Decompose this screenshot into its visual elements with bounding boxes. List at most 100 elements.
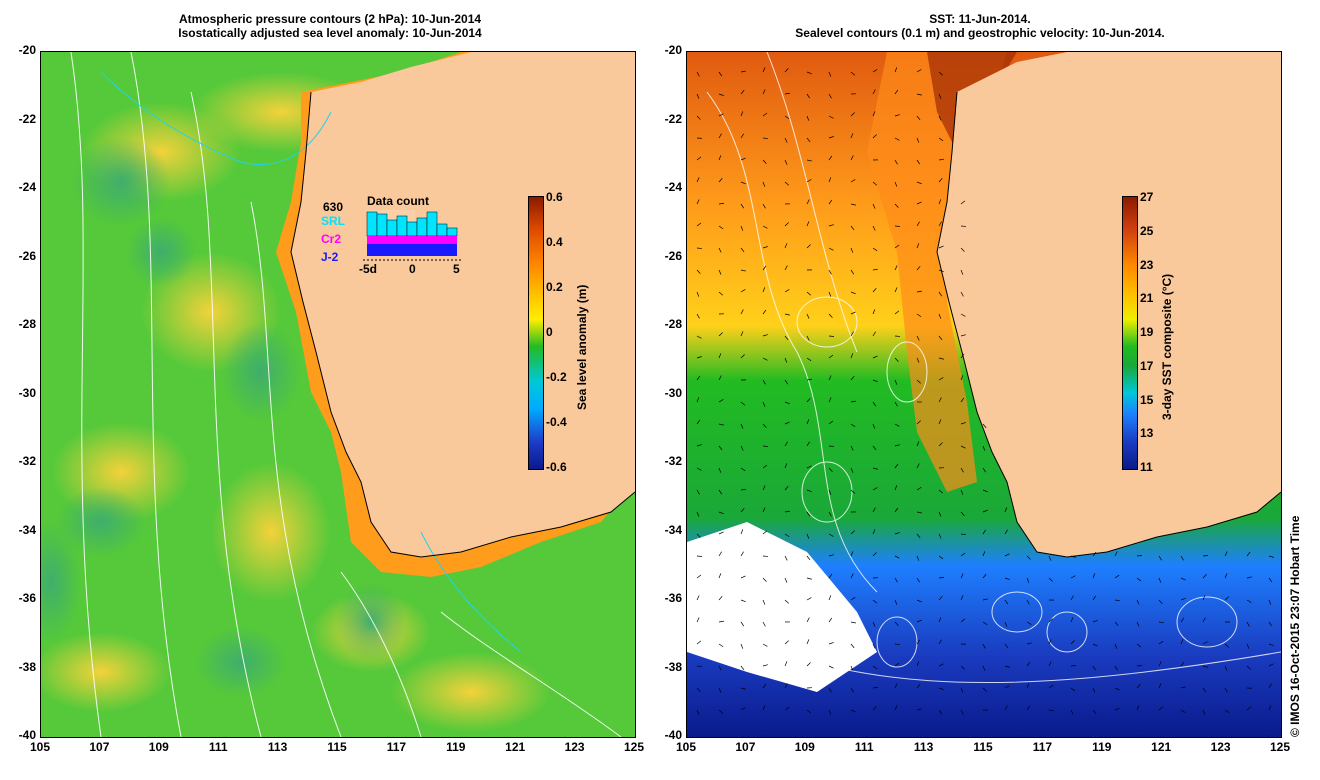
velocity-arrow bbox=[740, 687, 746, 690]
velocity-arrow bbox=[718, 467, 722, 473]
left-title-line2: Isostatically adjusted sea level anomaly… bbox=[178, 26, 482, 40]
velocity-arrow bbox=[828, 617, 833, 623]
velocity-arrow bbox=[1092, 687, 1096, 693]
velocity-arrow bbox=[1114, 707, 1120, 711]
velocity-arrow bbox=[894, 225, 901, 227]
velocity-arrow bbox=[828, 687, 832, 693]
velocity-arrow bbox=[762, 137, 769, 139]
velocity-arrow bbox=[696, 533, 701, 538]
left-sla-map[interactable]: Data count 630 SRL Cr2 J-2 -5d 0 5 bbox=[40, 51, 636, 738]
velocity-arrow bbox=[1114, 621, 1119, 627]
velocity-arrow bbox=[894, 357, 899, 362]
velocity-arrow bbox=[1202, 641, 1208, 645]
colorbar-tick: 11 bbox=[1140, 460, 1153, 474]
velocity-arrow bbox=[916, 487, 922, 491]
velocity-arrow bbox=[806, 662, 811, 667]
velocity-arrow bbox=[1026, 705, 1031, 711]
velocity-arrow bbox=[696, 489, 700, 495]
right-x-tick: 113 bbox=[913, 740, 934, 754]
velocity-arrow bbox=[718, 551, 722, 557]
velocity-arrow bbox=[916, 201, 922, 205]
velocity-arrow bbox=[696, 199, 700, 205]
velocity-arrow bbox=[784, 265, 788, 271]
data-count-title: Data count bbox=[367, 194, 430, 208]
velocity-arrow bbox=[1004, 705, 1008, 711]
velocity-arrow bbox=[718, 489, 723, 495]
velocity-arrow bbox=[894, 265, 898, 271]
velocity-arrow bbox=[696, 177, 700, 183]
velocity-arrow bbox=[762, 181, 766, 187]
sst-colorbar bbox=[1122, 196, 1138, 470]
velocity-arrow bbox=[828, 467, 833, 472]
right-x-tick: 107 bbox=[735, 740, 756, 754]
velocity-arrow bbox=[718, 332, 723, 337]
velocity-arrow bbox=[938, 511, 942, 517]
velocity-arrow bbox=[982, 598, 988, 601]
velocity-arrow bbox=[982, 643, 986, 649]
velocity-arrow bbox=[916, 313, 922, 318]
velocity-arrow bbox=[762, 445, 769, 447]
velocity-arrow bbox=[806, 709, 812, 714]
velocity-arrow bbox=[740, 111, 744, 117]
velocity-arrow bbox=[740, 621, 745, 627]
velocity-arrow bbox=[806, 441, 810, 447]
velocity-arrow bbox=[762, 705, 766, 711]
velocity-arrow bbox=[1114, 665, 1118, 671]
colorbar-tick: -0.6 bbox=[546, 460, 567, 474]
velocity-arrow bbox=[1268, 705, 1272, 711]
velocity-arrow bbox=[1070, 709, 1074, 715]
velocity-arrow bbox=[762, 334, 768, 337]
velocity-arrow bbox=[938, 397, 942, 403]
velocity-arrow bbox=[850, 597, 856, 601]
velocity-arrow bbox=[806, 221, 810, 227]
left-title-line1: Atmospheric pressure contours (2 hPa): 1… bbox=[178, 12, 482, 26]
velocity-arrow bbox=[740, 643, 744, 649]
velocity-arrow bbox=[982, 445, 986, 451]
left-y-tick: -36 bbox=[18, 591, 36, 605]
velocity-arrow bbox=[740, 181, 746, 185]
left-y-tick: -30 bbox=[18, 385, 36, 400]
velocity-arrow bbox=[696, 247, 703, 249]
velocity-arrow bbox=[828, 71, 832, 77]
velocity-arrow bbox=[784, 401, 790, 405]
velocity-arrow bbox=[850, 179, 856, 183]
velocity-arrow bbox=[894, 621, 899, 626]
velocity-arrow bbox=[828, 93, 832, 99]
velocity-arrow bbox=[850, 665, 854, 671]
velocity-arrow bbox=[894, 643, 901, 646]
velocity-arrow bbox=[1224, 709, 1230, 713]
velocity-arrow bbox=[872, 288, 877, 293]
colorbar-tick: 0 bbox=[546, 325, 553, 339]
velocity-arrow bbox=[718, 687, 722, 693]
left-x-tick: 109 bbox=[148, 740, 169, 754]
velocity-arrow bbox=[850, 225, 855, 231]
right-x-tick: 115 bbox=[973, 740, 993, 754]
right-sst-map[interactable] bbox=[686, 51, 1282, 738]
velocity-arrow bbox=[1004, 507, 1008, 513]
colorbar-tick: 21 bbox=[1140, 291, 1154, 306]
velocity-arrow bbox=[1246, 551, 1251, 557]
velocity-arrow bbox=[1158, 621, 1164, 624]
velocity-arrow bbox=[784, 441, 788, 447]
velocity-arrow bbox=[828, 354, 834, 359]
velocity-arrow bbox=[696, 222, 702, 227]
velocity-arrow bbox=[1136, 643, 1142, 648]
velocity-arrow bbox=[1004, 643, 1009, 649]
inset-axis-right: 5 bbox=[453, 262, 460, 276]
colorbar-tick: 13 bbox=[1140, 426, 1154, 441]
velocity-arrow bbox=[696, 595, 700, 601]
velocity-arrow bbox=[872, 423, 876, 429]
velocity-arrow bbox=[850, 489, 855, 494]
velocity-arrow bbox=[1158, 599, 1163, 605]
velocity-arrow bbox=[806, 577, 812, 580]
velocity-arrow bbox=[1114, 643, 1118, 649]
velocity-arrow bbox=[762, 664, 768, 667]
velocity-arrow bbox=[872, 247, 878, 252]
velocity-arrow bbox=[696, 687, 701, 692]
velocity-arrow bbox=[740, 331, 744, 337]
velocity-arrow bbox=[1246, 643, 1250, 649]
velocity-arrow bbox=[784, 92, 790, 95]
velocity-arrow bbox=[872, 331, 876, 337]
velocity-arrow bbox=[762, 159, 767, 164]
velocity-arrow bbox=[960, 353, 965, 359]
